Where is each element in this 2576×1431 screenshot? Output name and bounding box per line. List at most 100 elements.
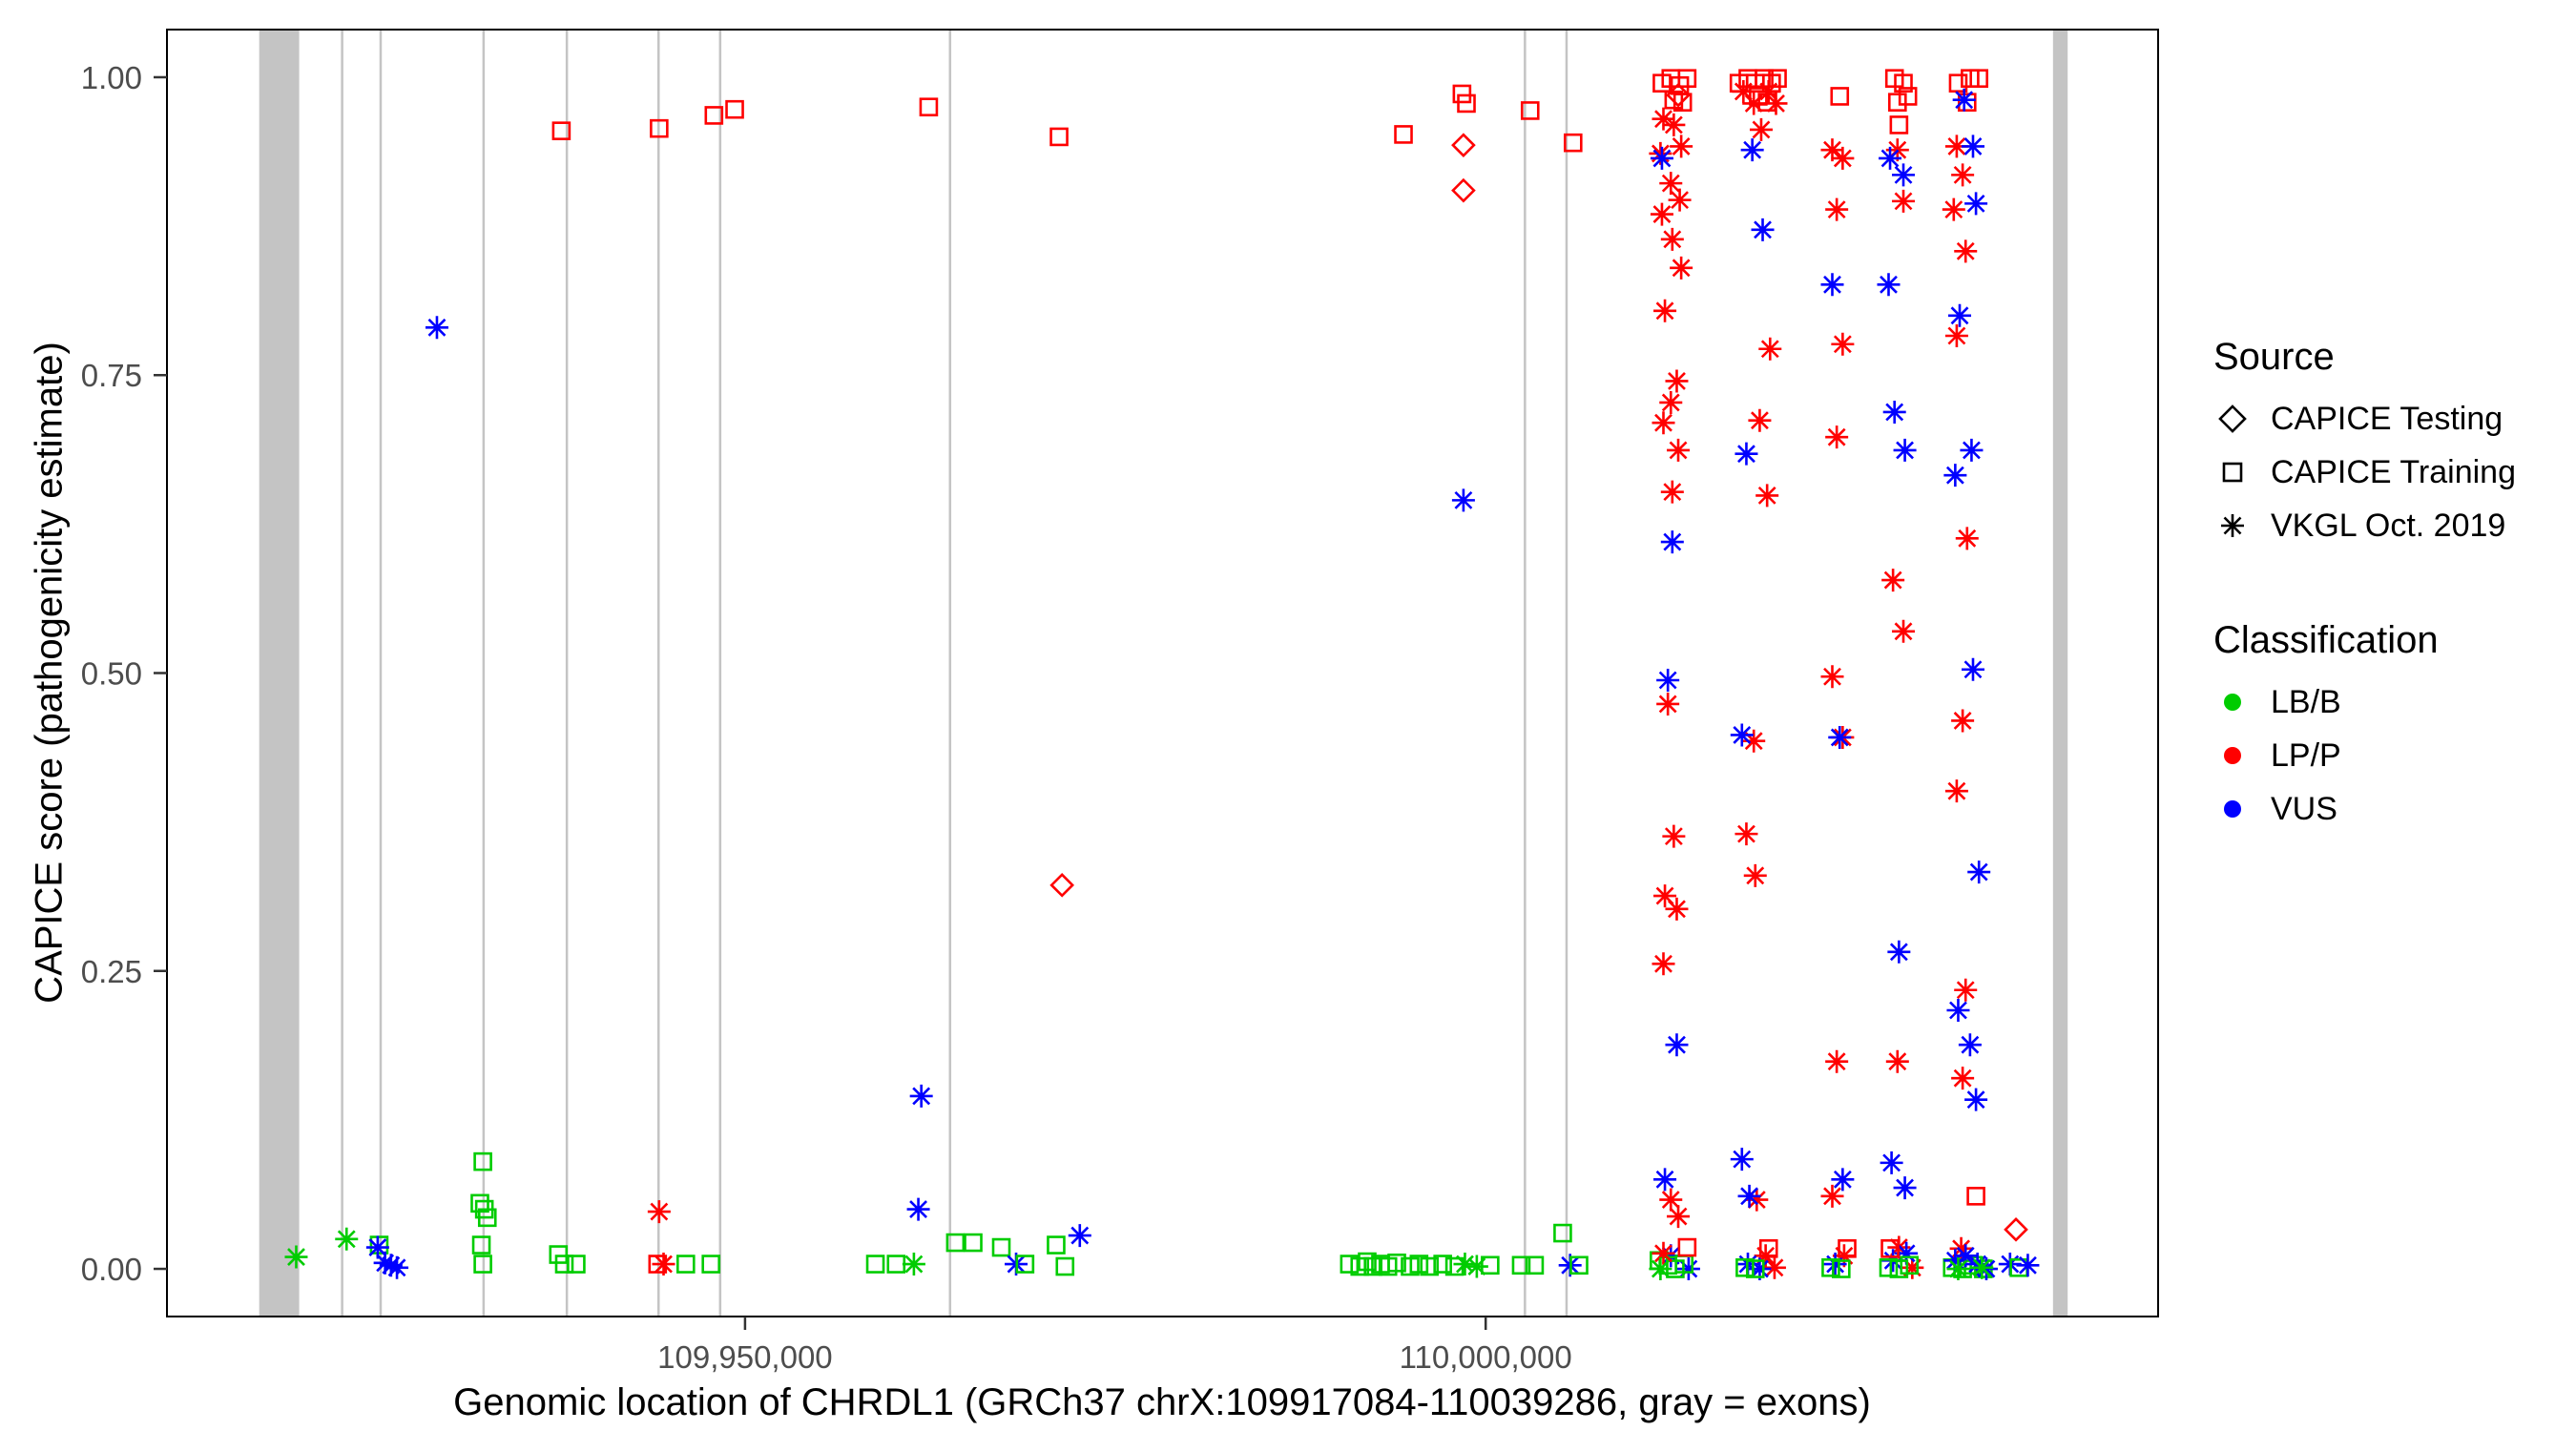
- data-point: [1650, 202, 1673, 226]
- data-point: [1820, 273, 1844, 297]
- data-point: [1825, 1049, 1849, 1073]
- data-point: [1964, 192, 1988, 216]
- data-point: [1831, 146, 1855, 170]
- data-point: [1394, 125, 1413, 144]
- data-point: [1660, 480, 1684, 504]
- data-point: [1745, 1259, 1765, 1278]
- data-point: [1340, 1255, 1360, 1274]
- data-point: [284, 1245, 308, 1269]
- data-point: [1758, 337, 1782, 361]
- data-point: [1949, 1236, 1973, 1260]
- data-point: [1901, 1255, 1924, 1279]
- data-point: [1665, 897, 1689, 921]
- legend-item-capice-testing: CAPICE Testing: [2213, 400, 2516, 438]
- data-point: [1823, 1253, 1847, 1276]
- data-point: [1358, 1252, 1377, 1272]
- data-point: [1409, 1255, 1429, 1274]
- data-point: [1662, 113, 1686, 136]
- data-point: [1481, 1255, 1500, 1275]
- diamond-icon: [2218, 404, 2247, 433]
- data-point: [652, 1253, 675, 1276]
- data-point: [1952, 88, 1976, 112]
- data-point: [1742, 729, 1766, 753]
- y-axis-tick-label: 0.00: [81, 1252, 142, 1287]
- data-point: [1730, 1148, 1754, 1172]
- data-point: [1735, 822, 1758, 846]
- data-point: [1944, 135, 1968, 158]
- data-point: [1758, 1239, 1778, 1258]
- blue-dot-icon: [2224, 800, 2241, 818]
- data-point: [1668, 188, 1692, 212]
- data-point: [1735, 1257, 1755, 1277]
- data-point: [369, 1235, 389, 1255]
- x-axis-title: Genomic location of CHRDL1 (GRCh37 chrX:…: [453, 1381, 1871, 1423]
- data-point: [1889, 115, 1909, 135]
- data-point: [1665, 369, 1689, 393]
- data-point: [1828, 725, 1852, 749]
- data-point: [1942, 197, 1965, 221]
- data-point: [1966, 1187, 1985, 1206]
- data-point: [1831, 332, 1855, 356]
- legend-item-label: LB/B: [2271, 683, 2341, 720]
- data-point: [1659, 172, 1683, 196]
- data-point: [1659, 1244, 1683, 1268]
- data-point: [1649, 1257, 1672, 1281]
- data-point: [1677, 1237, 1697, 1257]
- data-point: [991, 1237, 1011, 1257]
- data-point: [1893, 1176, 1917, 1200]
- data-point: [1457, 93, 1476, 114]
- data-point: [1015, 1255, 1035, 1274]
- legend-classification-title: Classification: [2213, 619, 2439, 661]
- data-point: [1451, 133, 1476, 157]
- data-point: [2016, 1254, 2040, 1277]
- data-point: [1433, 1255, 1452, 1274]
- data-point: [1877, 273, 1901, 297]
- y-axis-tick-label: 0.25: [81, 954, 142, 989]
- data-point: [1887, 940, 1911, 964]
- data-point: [1656, 668, 1680, 692]
- data-point: [1068, 1224, 1091, 1248]
- data-point: [1838, 1239, 1857, 1258]
- data-point: [1563, 133, 1583, 153]
- data-point: [725, 99, 744, 119]
- data-point: [1451, 488, 1475, 512]
- data-point: [1946, 998, 1970, 1022]
- data-point: [1961, 657, 1984, 681]
- data-point: [1832, 1259, 1851, 1278]
- data-point: [650, 118, 669, 138]
- data-point: [1465, 1255, 1488, 1278]
- data-point: [1957, 93, 1977, 112]
- exon-bar: [259, 30, 300, 1317]
- legend-item-label: CAPICE Training: [2271, 453, 2516, 490]
- data-point: [1820, 665, 1844, 689]
- data-point: [1735, 442, 1758, 466]
- data-point: [1880, 1239, 1900, 1258]
- legend-item-capice-training: CAPICE Training: [2213, 453, 2516, 491]
- data-point: [1662, 824, 1686, 848]
- data-point: [1742, 92, 1766, 115]
- data-point: [1958, 1033, 1982, 1057]
- data-point: [1569, 1255, 1589, 1275]
- data-point: [425, 316, 448, 340]
- data-point: [473, 1255, 492, 1274]
- data-point: [1960, 438, 1984, 462]
- data-point: [1659, 1188, 1683, 1212]
- data-point: [1740, 138, 1764, 162]
- legend-item-vkgl: VKGL Oct. 2019: [2213, 507, 2516, 545]
- data-point: [1948, 303, 1972, 327]
- data-point: [473, 1151, 492, 1172]
- data-point: [1892, 619, 1916, 643]
- data-point: [549, 1245, 569, 1264]
- data-point: [1652, 1241, 1675, 1265]
- data-point: [1885, 1049, 1909, 1073]
- legend-item-lpp: LP/P: [2213, 736, 2516, 775]
- legend-item-vus: VUS: [2213, 790, 2516, 828]
- data-point: [902, 1253, 925, 1276]
- data-point: [1821, 1257, 1840, 1277]
- data-point: [1667, 1205, 1691, 1229]
- data-point: [1743, 863, 1767, 887]
- y-axis-tick-label: 0.75: [81, 358, 142, 393]
- data-point: [1748, 1257, 1772, 1281]
- x-axis-tick-label: 110,000,000: [1400, 1339, 1572, 1375]
